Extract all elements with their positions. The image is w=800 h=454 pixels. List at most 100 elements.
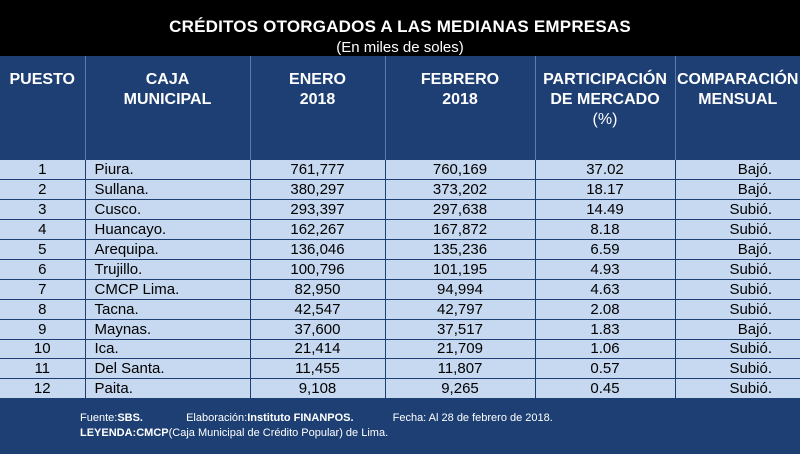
cell-febrero: 9,265 <box>385 378 536 400</box>
cell-caja: CMCP Lima. <box>85 279 251 300</box>
cell-comparacion: Subió. <box>675 358 800 380</box>
cell-puesto: 11 <box>0 358 86 380</box>
cell-participacion: 14.49 <box>535 199 676 221</box>
cell-caja: Arequipa. <box>85 239 251 260</box>
column-header-label: DE MERCADO <box>550 91 660 108</box>
cell-enero: 293,397 <box>250 199 386 221</box>
cell-comparacion: Subió. <box>675 199 800 221</box>
cell-participacion: 18.17 <box>535 179 676 201</box>
cell-caja: Cusco. <box>85 199 251 221</box>
column-header-label: CAJA <box>145 71 190 88</box>
cell-puesto: 7 <box>0 279 86 300</box>
cell-caja: Del Santa. <box>85 358 251 380</box>
cell-comparacion: Subió. <box>675 299 800 320</box>
cell-enero: 21,414 <box>250 339 386 360</box>
cell-puesto: 3 <box>0 199 86 221</box>
footer-legend-line: LEYENDA: CMCP (Caja Municipal de Crédito… <box>80 427 388 439</box>
cell-puesto: 1 <box>0 160 86 181</box>
cell-comparacion: Bajó. <box>675 239 800 260</box>
elaboration-label: Elaboración: <box>186 412 248 424</box>
cell-puesto: 12 <box>0 378 86 400</box>
column-header-participacion: PARTICIPACIÓN DE MERCADO (%) <box>535 56 676 160</box>
table-row: 11 Del Santa. 11,455 11,807 0.57 Subió. <box>0 358 800 380</box>
column-header-label: PUESTO <box>9 71 76 88</box>
column-header-enero: ENERO 2018 <box>250 56 386 160</box>
cell-enero: 761,777 <box>250 160 386 181</box>
cell-participacion: 4.93 <box>535 259 676 280</box>
column-header-label: 2018 <box>299 91 336 108</box>
footer-notes: Fuente: SBS. Elaboración: Instituto FINA… <box>0 400 800 454</box>
cell-participacion: 6.59 <box>535 239 676 260</box>
cell-febrero: 760,169 <box>385 160 536 181</box>
cell-participacion: 1.06 <box>535 339 676 360</box>
cell-caja: Ica. <box>85 339 251 360</box>
cell-febrero: 42,797 <box>385 299 536 320</box>
cell-febrero: 135,236 <box>385 239 536 260</box>
legend-text: (Caja Municipal de Crédito Popular) de L… <box>168 427 389 439</box>
column-header-febrero: FEBRERO 2018 <box>385 56 536 160</box>
cell-enero: 42,547 <box>250 299 386 320</box>
table-row: 1 Piura. 761,777 760,169 37.02 Bajó. <box>0 160 800 181</box>
credits-table: PUESTO CAJA MUNICIPAL ENERO 2018 FEBRERO… <box>0 56 800 400</box>
cell-enero: 162,267 <box>250 219 386 241</box>
table-row: 7 CMCP Lima. 82,950 94,994 4.63 Subió. <box>0 279 800 300</box>
cell-enero: 9,108 <box>250 378 386 400</box>
cell-comparacion: Subió. <box>675 339 800 360</box>
column-header-label: 2018 <box>442 91 478 108</box>
table-row: 4 Huancayo. 162,267 167,872 8.18 Subió. <box>0 219 800 241</box>
column-header-comparacion: COMPARACIÓN MENSUAL <box>675 56 800 160</box>
cell-participacion: 4.63 <box>535 279 676 300</box>
page-title: CRÉDITOS OTORGADOS A LAS MEDIANAS EMPRES… <box>169 17 631 36</box>
cell-caja: Piura. <box>85 160 251 181</box>
cell-febrero: 297,638 <box>385 199 536 221</box>
cell-comparacion: Bajó. <box>675 319 800 340</box>
cell-enero: 82,950 <box>250 279 386 300</box>
column-header-label: FEBRERO <box>420 71 500 88</box>
cell-febrero: 101,195 <box>385 259 536 280</box>
table-body: 1 Piura. 761,777 760,169 37.02 Bajó. 2 Sullana.… <box>0 160 800 400</box>
cell-caja: Sullana. <box>85 179 251 201</box>
legend-abbr: CMCP <box>136 427 169 439</box>
cell-caja: Paita. <box>85 378 251 400</box>
cell-febrero: 373,202 <box>385 179 536 201</box>
cell-enero: 380,297 <box>250 179 386 201</box>
cell-participacion: 2.08 <box>535 299 676 320</box>
cell-enero: 100,796 <box>250 259 386 280</box>
cell-caja: Maynas. <box>85 319 251 340</box>
cell-febrero: 11,807 <box>385 358 536 380</box>
column-header-caja: CAJA MUNICIPAL <box>85 56 251 160</box>
column-header-label: MENSUAL <box>698 91 778 108</box>
cell-comparacion: Bajó. <box>675 179 800 201</box>
source-value: SBS. <box>117 412 143 424</box>
column-header-label: MUNICIPAL <box>123 91 212 108</box>
table-row: 9 Maynas. 37,600 37,517 1.83 Bajó. <box>0 319 800 340</box>
cell-puesto: 10 <box>0 339 86 360</box>
cell-comparacion: Subió. <box>675 259 800 280</box>
column-header-label: COMPARACIÓN <box>677 71 799 88</box>
cell-comparacion: Subió. <box>675 279 800 300</box>
column-header-label: (%) <box>592 111 618 128</box>
table-row: 6 Trujillo. 100,796 101,195 4.93 Subió. <box>0 259 800 280</box>
cell-caja: Huancayo. <box>85 219 251 241</box>
column-header-puesto: PUESTO <box>0 56 86 160</box>
table-row: 3 Cusco. 293,397 297,638 14.49 Subió. <box>0 199 800 221</box>
cell-caja: Tacna. <box>85 299 251 320</box>
column-header-label: ENERO <box>289 71 346 88</box>
date-note: Fecha: Al 28 de febrero de 2018. <box>392 412 553 424</box>
cell-febrero: 37,517 <box>385 319 536 340</box>
cell-comparacion: Subió. <box>675 219 800 241</box>
table-row: 8 Tacna. 42,547 42,797 2.08 Subió. <box>0 299 800 320</box>
elaboration-value: Instituto FINANPOS. <box>247 412 354 424</box>
cell-febrero: 94,994 <box>385 279 536 300</box>
source-label: Fuente: <box>80 412 118 424</box>
legend-label: LEYENDA: <box>80 427 137 439</box>
cell-puesto: 6 <box>0 259 86 280</box>
page-subtitle: (En miles de soles) <box>336 39 464 56</box>
cell-participacion: 37.02 <box>535 160 676 181</box>
table-row: 12 Paita. 9,108 9,265 0.45 Subió. <box>0 378 800 400</box>
cell-puesto: 8 <box>0 299 86 320</box>
cell-comparacion: Subió. <box>675 378 800 400</box>
footer-source-line: Fuente: SBS. Elaboración: Instituto FINA… <box>80 412 553 424</box>
cell-puesto: 9 <box>0 319 86 340</box>
cell-febrero: 21,709 <box>385 339 536 360</box>
